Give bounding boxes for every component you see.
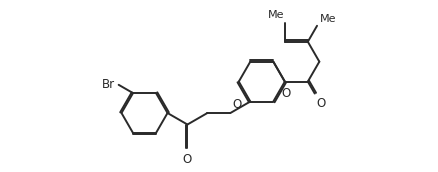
Text: O: O (233, 98, 242, 111)
Text: Br: Br (102, 78, 115, 91)
Text: Me: Me (268, 10, 284, 20)
Text: Me: Me (319, 14, 336, 24)
Text: O: O (316, 97, 325, 110)
Text: O: O (281, 87, 290, 100)
Text: O: O (183, 153, 192, 166)
